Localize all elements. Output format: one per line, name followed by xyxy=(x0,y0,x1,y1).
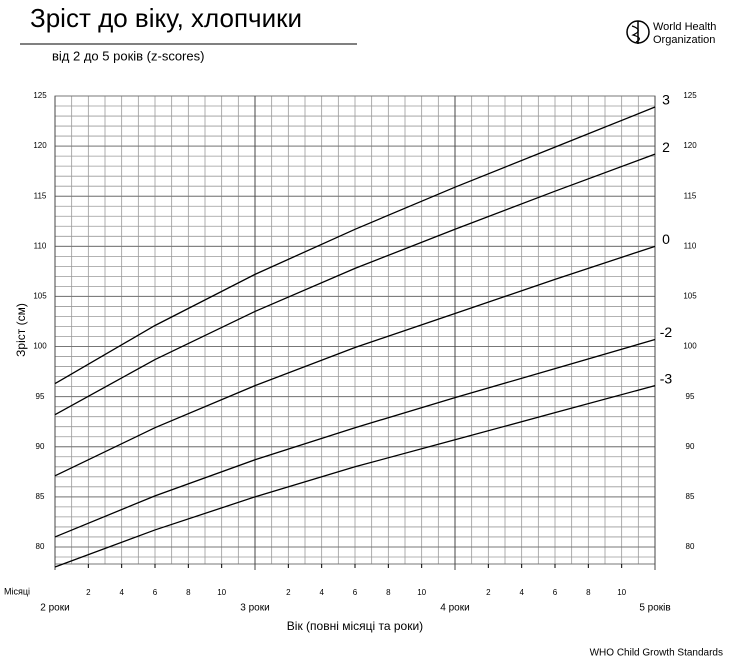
x-tick-label: 4 xyxy=(519,588,524,597)
y-tick-label: 85 xyxy=(686,492,695,501)
x-tick-label: 4 xyxy=(119,588,124,597)
series-label: 2 xyxy=(662,139,670,155)
y-tick-label: 120 xyxy=(33,141,47,150)
chart-subtitle: від 2 до 5 років (z-scores) xyxy=(52,48,204,63)
series-label: -3 xyxy=(660,370,673,386)
month-axis-label: Місяці xyxy=(4,586,30,596)
y-tick-label: 85 xyxy=(36,492,45,501)
y-tick-label: 105 xyxy=(683,292,697,301)
y-tick-label: 95 xyxy=(36,392,45,401)
y-tick-label: 125 xyxy=(33,91,47,100)
x-tick-label: 2 xyxy=(486,588,491,597)
x-tick-label: 10 xyxy=(617,588,626,597)
x-tick-label: 6 xyxy=(353,588,358,597)
y-tick-label: 125 xyxy=(683,91,697,100)
y-tick-label: 90 xyxy=(686,442,695,451)
x-tick-label: 8 xyxy=(186,588,191,597)
y-tick-label: 105 xyxy=(33,292,47,301)
x-tick-label: 8 xyxy=(586,588,591,597)
x-tick-label: 10 xyxy=(417,588,426,597)
y-tick-label: 95 xyxy=(686,392,695,401)
y-tick-label: 110 xyxy=(34,241,47,250)
who-logo xyxy=(626,20,650,44)
logo-text: World Health xyxy=(653,21,716,33)
y-tick-label: 120 xyxy=(683,141,697,150)
chart-title: Зріст до віку, хлопчики xyxy=(30,3,302,33)
y-tick-label: 110 xyxy=(684,241,697,250)
y-tick-label: 115 xyxy=(684,191,697,200)
series-label: -2 xyxy=(660,324,673,340)
z-score-line xyxy=(54,245,656,477)
year-tick-label: 5 років xyxy=(639,603,670,614)
x-tick-label: 2 xyxy=(86,588,91,597)
year-tick-label: 4 роки xyxy=(440,603,469,614)
y-tick-label: 100 xyxy=(33,342,47,351)
year-tick-label: 3 роки xyxy=(240,603,269,614)
y-tick-label: 115 xyxy=(34,191,47,200)
x-tick-label: 2 xyxy=(286,588,291,597)
series-label: 0 xyxy=(662,231,670,247)
y-tick-label: 80 xyxy=(36,542,45,551)
x-tick-label: 8 xyxy=(386,588,391,597)
z-score-line xyxy=(54,338,656,538)
z-score-line xyxy=(54,153,656,416)
footer: WHO Child Growth Standards xyxy=(590,648,723,659)
year-tick-label: 2 роки xyxy=(40,603,69,614)
logo-text: Organization xyxy=(653,34,715,46)
x-tick-label: 10 xyxy=(217,588,226,597)
x-tick-label: 4 xyxy=(319,588,324,597)
y-tick-label: 100 xyxy=(683,342,697,351)
series-label: 3 xyxy=(662,92,670,108)
z-score-line xyxy=(54,106,656,385)
x-tick-label: 6 xyxy=(153,588,158,597)
y-axis-label: Зріст (см) xyxy=(14,303,28,357)
x-axis-label: Вік (повні місяці та роки) xyxy=(287,619,423,633)
y-tick-label: 90 xyxy=(36,442,45,451)
z-score-line xyxy=(54,384,656,568)
x-tick-label: 6 xyxy=(553,588,558,597)
y-tick-label: 80 xyxy=(686,542,695,551)
